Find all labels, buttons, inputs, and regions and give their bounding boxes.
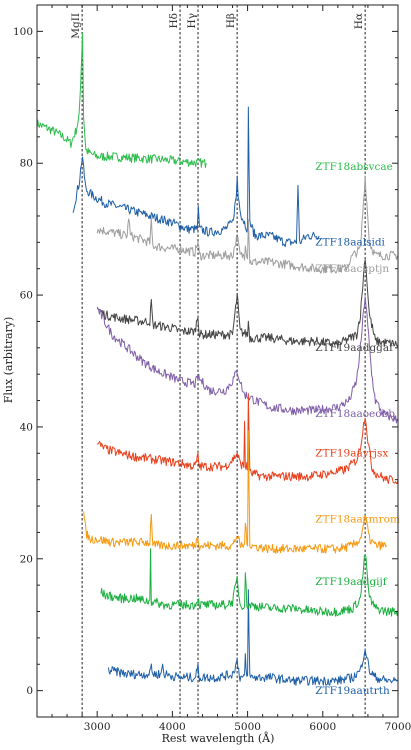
y-axis-label: Flux (arbitrary) <box>2 317 15 404</box>
line-marker-label-1: Hδ <box>168 13 180 28</box>
spectrum-extra-0 <box>100 548 399 617</box>
x-tick-label-1: 4000 <box>159 721 186 733</box>
series-label-5: ZTF19aayrjsx <box>315 448 388 460</box>
y-tick-label-4: 80 <box>20 158 33 170</box>
series-label-4: ZTF18aaoeobb <box>315 408 395 420</box>
y-tick-label-5: 100 <box>13 26 33 38</box>
spectrum-8 <box>107 589 399 686</box>
axes-layer: 3000 4000 5000 6000 7000 0 20 40 60 80 100 <box>13 4 411 733</box>
x-axis-label: Rest wavelength (Å) <box>162 731 275 745</box>
spectrum-2 <box>96 175 399 274</box>
spectrum-1 <box>72 106 320 248</box>
series-label-0: ZTF18absvcae <box>315 161 393 173</box>
x-tick-label-4: 7000 <box>385 721 411 733</box>
line-marker-label-3: Hβ <box>225 13 237 28</box>
series-label-layer: ZTF18absvcae ZTF18aalsidi ZTF18accptjn ZTF1… <box>315 161 400 697</box>
series-label-1: ZTF18aalsidi <box>315 237 385 249</box>
series-layer <box>36 32 399 686</box>
y-tick-label-1: 20 <box>20 553 33 565</box>
line-marker-label-4: Hα <box>353 13 365 29</box>
x-tick-label-3: 6000 <box>309 721 336 733</box>
line-marker-label-0: MgII <box>70 13 82 39</box>
y-tick-label-3: 60 <box>20 290 33 302</box>
spectrum-6 <box>83 430 388 554</box>
line-marker-label-2: Hγ <box>186 13 198 28</box>
series-label-7: ZTF19aadgijf <box>315 576 388 588</box>
y-tick-label-0: 0 <box>26 685 33 697</box>
series-label-6: ZTF18aaxmrom <box>315 514 400 526</box>
x-tick-label-2: 5000 <box>234 721 261 733</box>
spectrum-5 <box>97 393 399 485</box>
y-tick-label-2: 40 <box>20 421 33 433</box>
spectrum-3 <box>97 259 399 350</box>
spectrum-4 <box>96 296 399 424</box>
x-tick-label-0: 3000 <box>84 721 111 733</box>
line-marker-layer: MgII Hδ Hγ Hβ Hα <box>70 5 366 717</box>
series-label-3: ZTF19aadggaf <box>315 342 394 354</box>
series-label-2: ZTF18accptjn <box>315 263 389 275</box>
series-label-8: ZTF19aautrth <box>315 685 390 697</box>
spectrum-0 <box>36 32 207 168</box>
